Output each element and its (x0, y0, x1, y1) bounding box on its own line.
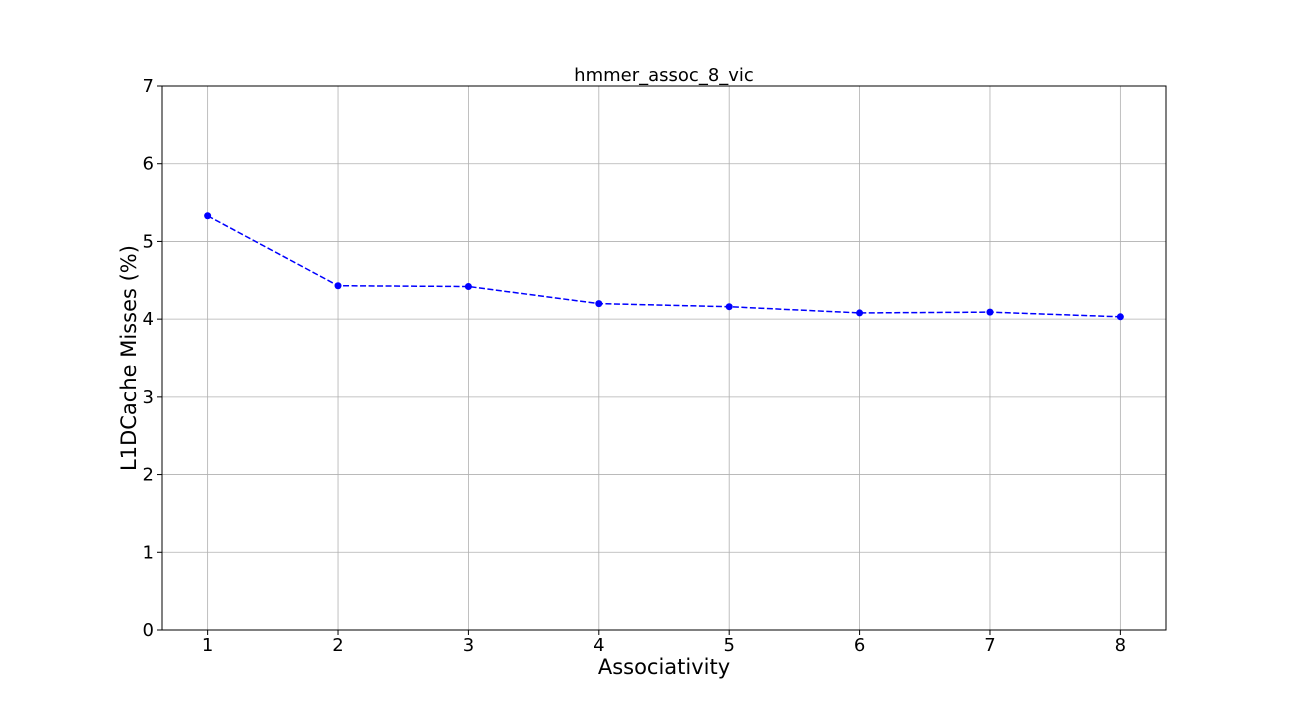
y-axis-title: L1DCache Misses (%) (117, 245, 141, 471)
y-tick-label: 1 (143, 542, 154, 563)
data-point (725, 303, 733, 311)
chart-title: hmmer_assoc_8_vic (574, 65, 754, 86)
axis-ticks: 1 2 3 4 5 6 7 8 0 1 2 3 4 5 6 7 (143, 76, 1127, 656)
x-tick-label: 3 (463, 635, 474, 656)
data-point (856, 309, 864, 317)
data-point (464, 283, 472, 291)
x-tick-label: 6 (854, 635, 865, 656)
x-tick-label: 5 (723, 635, 734, 656)
data-point (986, 308, 994, 316)
y-tick-label: 0 (143, 620, 154, 641)
data-point (1116, 313, 1124, 321)
x-axis-title: Associativity (598, 655, 730, 679)
y-tick-label: 2 (143, 465, 154, 486)
y-tick-label: 4 (143, 309, 154, 330)
x-tick-label: 8 (1115, 635, 1126, 656)
y-tick-label: 7 (143, 76, 154, 97)
x-tick-label: 4 (593, 635, 604, 656)
data-point (204, 212, 212, 220)
y-tick-label: 5 (143, 231, 154, 252)
plot-area-frame (161, 85, 1167, 631)
grid (162, 85, 1166, 631)
x-tick-label: 2 (332, 635, 343, 656)
x-tick-label: 1 (202, 635, 213, 656)
x-tick-label: 7 (984, 635, 995, 656)
y-tick-label: 6 (143, 154, 154, 175)
y-tick-label: 3 (143, 387, 154, 408)
data-point (334, 282, 342, 290)
series-line (207, 215, 1121, 318)
series-layer (204, 212, 1124, 321)
data-point (595, 300, 603, 308)
